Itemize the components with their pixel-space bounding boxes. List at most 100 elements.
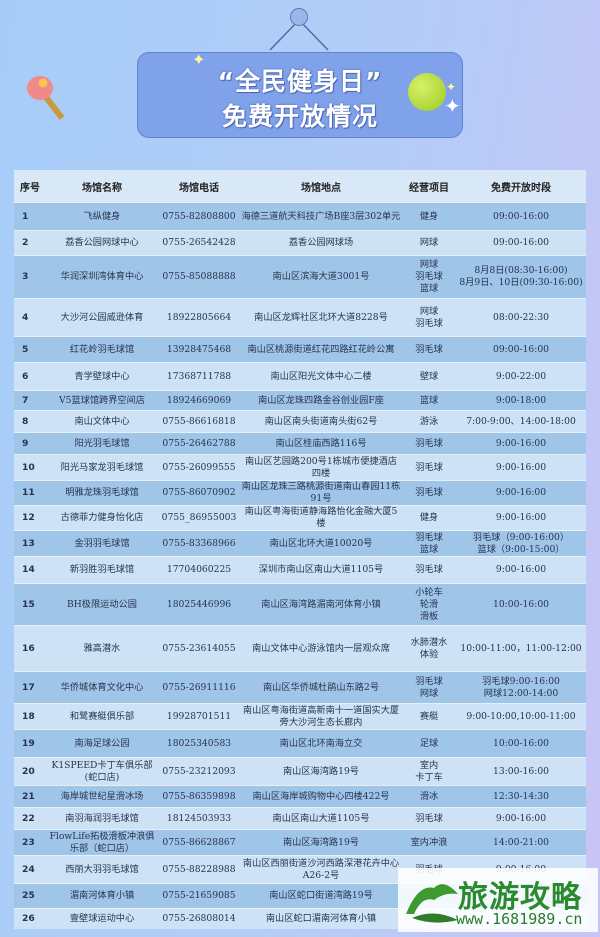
table-row: 1 飞纵健身 0755-82808800 海德三道航天科技广场B座3层302单元 健身 0…: [14, 202, 586, 231]
sport-item: 网球: [419, 237, 439, 248]
free-hours: 10:00-16:00: [456, 583, 586, 626]
watermark-text: 旅游攻略: [458, 880, 582, 915]
venue-sport: 室内 卡丁车: [402, 757, 456, 786]
sport-item: 羽毛球: [415, 461, 443, 473]
venue-sport: 网球: [402, 230, 456, 256]
venue-name: 金羽羽毛球馆: [46, 530, 158, 557]
venue-phone: 0755-23614055: [158, 625, 240, 672]
table-row: 17 华侨城体育文化中心 0755-26911116 南山区华侨城杜鹃山东路2号 羽毛球…: [14, 671, 586, 704]
venue-phone: 18025446996: [158, 583, 240, 626]
table-row: 20 K1SPEED卡丁车俱乐部(蛇口店) 0755-23212093 南山区海湾路1…: [14, 757, 586, 786]
venue-name: 红花岭羽毛球馆: [46, 336, 158, 363]
ping-pong-paddle-icon: [27, 76, 65, 120]
row-number: 22: [14, 807, 46, 830]
venue-phone: 18124503933: [158, 807, 240, 830]
hours-item: 09:00-16:00: [492, 210, 550, 222]
venue-name: 荔香公园网球中心: [46, 230, 158, 256]
hours-item: 08:00-22:30: [492, 311, 550, 323]
venue-phone: 0755_86955003: [158, 505, 240, 531]
hours-item: 14:00-21:00: [492, 836, 550, 848]
sport-item: 滑板: [419, 610, 439, 622]
venue-address: 南山区桂庙西路116号: [240, 432, 402, 455]
row-number: 10: [14, 454, 46, 481]
venue-name: 海岸城世纪星滑冰场: [46, 785, 158, 808]
row-number: 18: [14, 703, 46, 730]
table-row: 10 阳光马家龙羽毛球馆 0755-26099555 南山区艺园路200号1栋城市便捷…: [14, 454, 586, 481]
row-number: 19: [14, 729, 46, 758]
hours-item: 网球12:00-14:00: [483, 687, 559, 699]
venue-phone: 13928475468: [158, 336, 240, 363]
hours-item: 10:00-11:00，11:00-12:00: [460, 642, 582, 654]
venue-name: 雅高潜水: [46, 625, 158, 672]
venue-sport: 水肺潜水 体验: [402, 625, 456, 672]
venue-name: 南山文体中心: [46, 410, 158, 433]
venue-sport: 壁球: [402, 362, 456, 391]
venue-sport: 羽毛球 篮球: [402, 530, 456, 557]
venue-address: 南山区艺园路200号1栋城市便捷酒店四楼: [240, 454, 402, 481]
venue-sport: 健身: [402, 505, 456, 531]
sport-item: 网球: [419, 259, 439, 270]
free-hours: 9:00-16:00: [456, 454, 586, 481]
table-row: 15 BH极限运动公园 18025446996 南山区海湾路湄南河体育小镇 小轮车 轮滑滑…: [14, 583, 586, 626]
venue-phone: 18025340583: [158, 729, 240, 758]
venue-sport: 羽毛球: [402, 432, 456, 455]
table-row: 5 红花岭羽毛球馆 13928475468 南山区桃源街道红花四路红花岭公寓 羽毛球 09…: [14, 336, 586, 363]
row-number: 7: [14, 390, 46, 411]
venue-address: 南山区粤海街道静海路怡化金融大厦5楼: [240, 505, 402, 531]
free-hours: 13:00-16:00: [456, 757, 586, 786]
hours-item: 篮球（9:00-15:00）: [477, 543, 565, 555]
hanger-pin-icon: [290, 8, 308, 26]
venue-name: 华侨城体育文化中心: [46, 671, 158, 704]
sport-item: 羽毛球: [415, 437, 443, 449]
sport-item: 篮球: [419, 283, 439, 294]
sport-item: 羽毛球: [415, 487, 443, 498]
free-hours: 7:00-9:00、14:00-18:00: [456, 410, 586, 433]
venue-phone: 18922805664: [158, 298, 240, 337]
sport-item: 赛艇: [419, 710, 439, 722]
table-row: 22 南羽海润羽毛球馆 18124503933 南山区南山大道1105号 羽毛球 9:00…: [14, 807, 586, 830]
venue-name: 壹壁球运动中心: [46, 908, 158, 929]
venue-phone: 0755-26542428: [158, 230, 240, 256]
venue-name: 青学壁球中心: [46, 362, 158, 391]
sport-item: 小轮车: [415, 586, 443, 598]
venue-address: 深圳市南山区南山大道1105号: [240, 556, 402, 584]
free-hours: 9:00-16:00: [456, 505, 586, 531]
venue-sport: 网球 羽毛球: [402, 298, 456, 337]
venue-address: 荔香公园网球场: [240, 230, 402, 256]
sport-item: 羽毛球: [415, 271, 443, 282]
hours-item: 9:00-16:00: [495, 487, 547, 498]
venue-phone: 0755-83368966: [158, 530, 240, 557]
column-header-no: 序号: [14, 170, 46, 203]
venue-sport: 室内冲浪: [402, 829, 456, 856]
sport-item: 网球: [419, 305, 439, 317]
hours-item: 09:00-16:00: [492, 237, 550, 248]
venue-sport: 羽毛球: [402, 454, 456, 481]
venue-name: V5篮球馆跨界空间店: [46, 390, 158, 411]
venue-phone: 0755-85088888: [158, 255, 240, 299]
hours-item: 9:00-16:00: [495, 461, 547, 473]
venue-address: 南山区龙辉社区北环大道8228号: [240, 298, 402, 337]
sport-item: 网球: [419, 687, 439, 699]
free-hours: 9:00-16:00: [456, 480, 586, 506]
sport-item: 篮球: [419, 543, 439, 555]
table-row: 2 荔香公园网球中心 0755-26542428 荔香公园网球场 网球 09:00-16:…: [14, 230, 586, 256]
hours-item: 8月8日(08:30-16:00): [474, 265, 568, 276]
row-number: 3: [14, 255, 46, 299]
venue-address: 南山区北环南海立交: [240, 729, 402, 758]
hours-item: 13:00-16:00: [492, 765, 550, 777]
venue-phone: 0755-23212093: [158, 757, 240, 786]
column-header-address: 场馆地点: [240, 170, 402, 203]
venue-phone: 18924669069: [158, 390, 240, 411]
hours-item: 9:00-16:00: [495, 437, 547, 449]
venue-phone: 0755-86616818: [158, 410, 240, 433]
free-hours: 14:00-21:00: [456, 829, 586, 856]
venue-name: 明雅龙珠羽毛球馆: [46, 480, 158, 506]
venue-address: 南山区南头街道南头街62号: [240, 410, 402, 433]
hours-item: 8月9日、10日(09:30-16:00): [459, 277, 583, 288]
row-number: 14: [14, 556, 46, 584]
venue-name: 新羽胜羽毛球馆: [46, 556, 158, 584]
row-number: 17: [14, 671, 46, 704]
sport-item: 羽毛球: [415, 812, 443, 824]
table-row: 8 南山文体中心 0755-86616818 南山区南头街道南头街62号 游泳 7:00-…: [14, 410, 586, 433]
venue-address: 南山区华侨城杜鹃山东路2号: [240, 671, 402, 704]
